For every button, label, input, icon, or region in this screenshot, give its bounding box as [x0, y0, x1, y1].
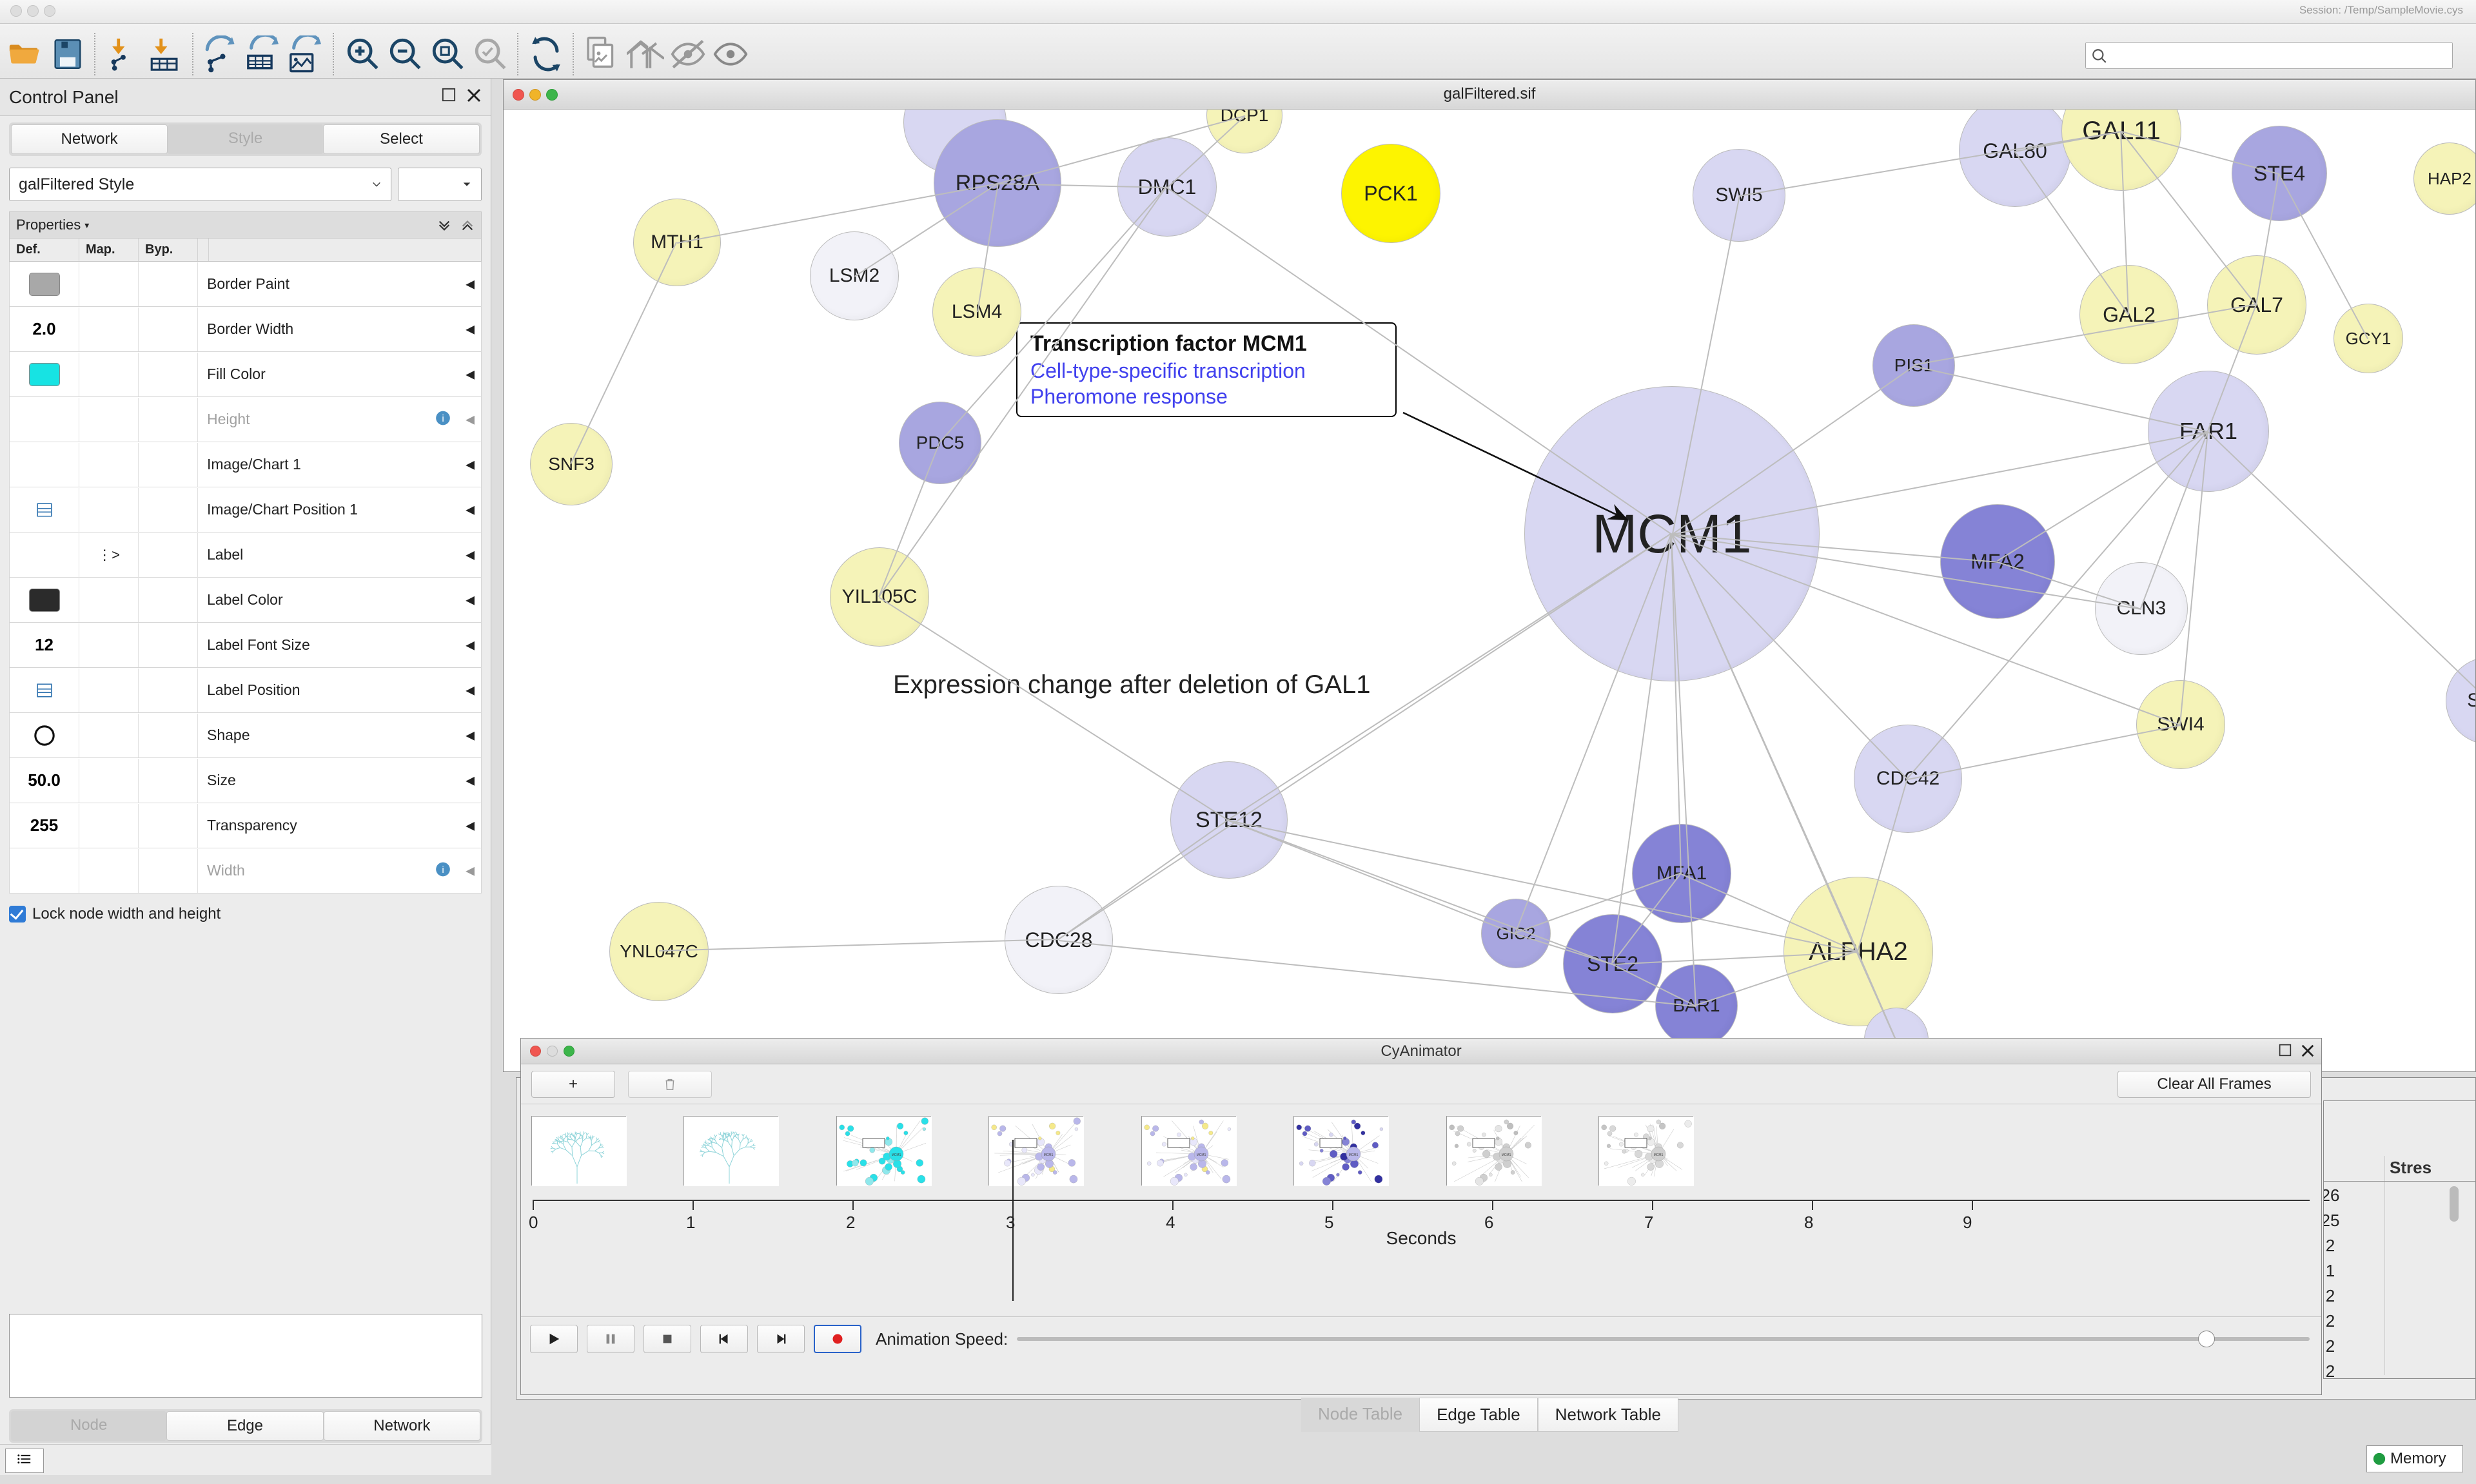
svg-text:MCM1: MCM1: [1349, 1153, 1359, 1157]
svg-text:i: i: [442, 864, 444, 875]
svg-text:MCM1: MCM1: [892, 1153, 901, 1157]
svg-text:MCM1: MCM1: [1044, 1153, 1054, 1157]
svg-text:MCM1: MCM1: [1502, 1153, 1511, 1157]
svg-text:i: i: [442, 413, 444, 424]
svg-text:MCM1: MCM1: [1654, 1153, 1664, 1157]
svg-text:MCM1: MCM1: [1197, 1153, 1206, 1157]
